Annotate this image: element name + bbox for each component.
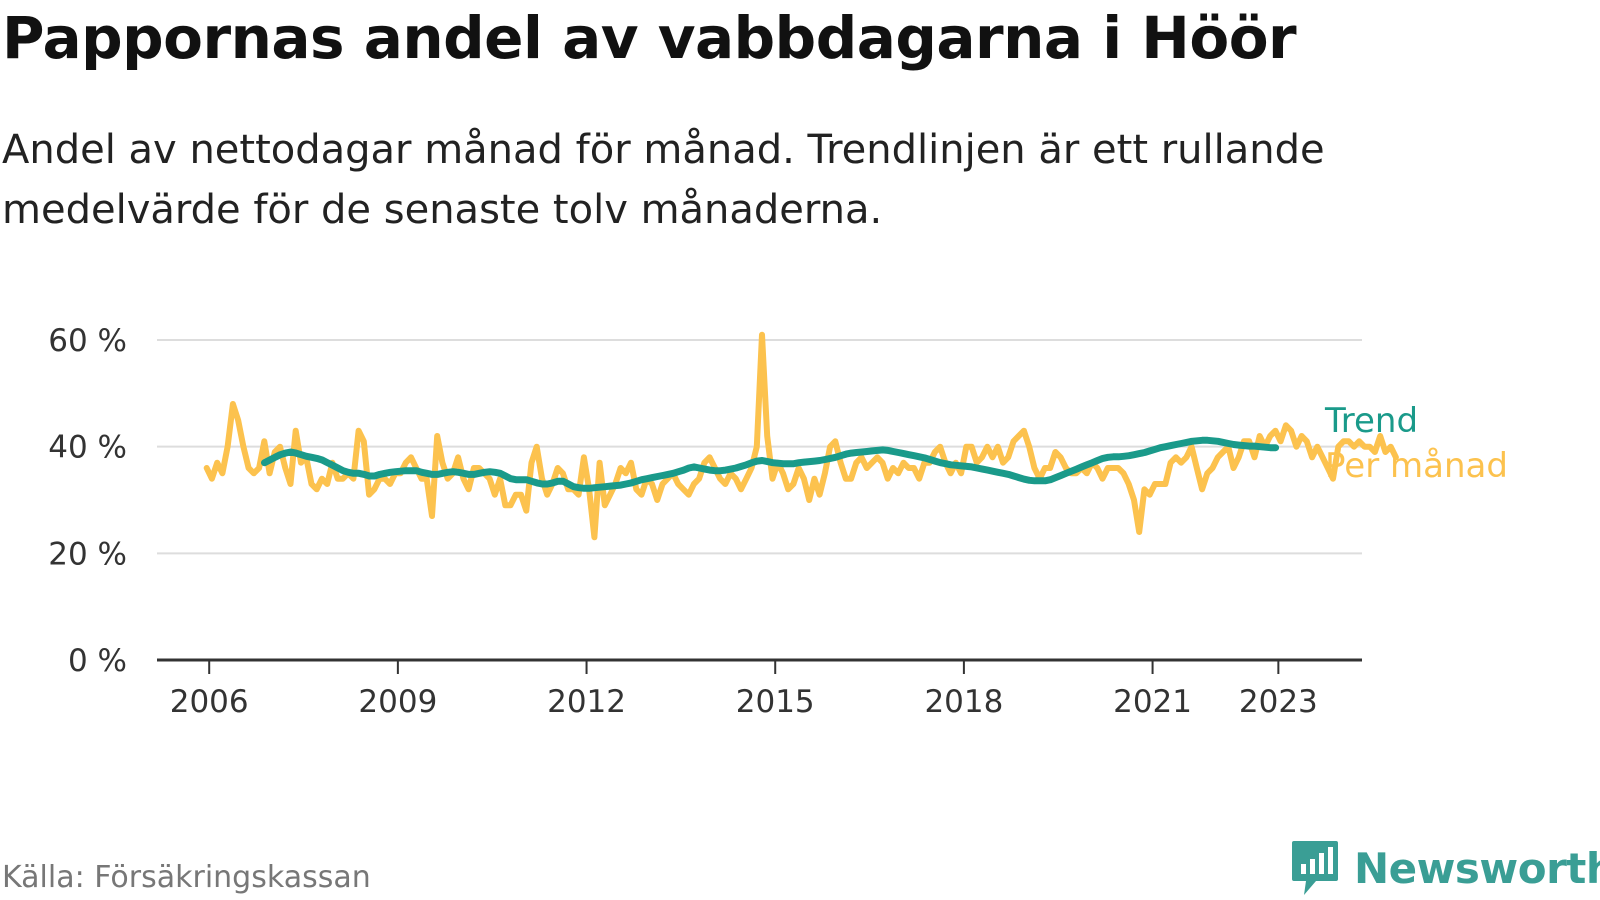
x-tick-label: 2012 <box>547 684 626 720</box>
brand-logo[interactable]: Newsworthy <box>1290 838 1600 898</box>
newsworthy-logo-icon <box>1292 841 1338 895</box>
legend-label-trend: Trend <box>1324 401 1418 441</box>
y-tick-label: 40 % <box>48 430 127 466</box>
x-tick-label: 2021 <box>1113 684 1192 720</box>
axes: 0 % 20 % 40 % 60 % 2006 2009 2012 2015 2018 2021 2… <box>48 323 1362 720</box>
series <box>203 331 1399 541</box>
x-tick-label: 2015 <box>736 684 815 720</box>
y-tick-label: 0 % <box>68 643 127 679</box>
x-tick-label: 2009 <box>358 684 437 720</box>
legend-label-per-manad: Per månad <box>1325 446 1508 486</box>
x-tick-label: 2023 <box>1239 684 1318 720</box>
y-tick-label: 20 % <box>48 536 127 572</box>
x-tick-label: 2018 <box>924 684 1003 720</box>
legend-labels: Per månad Trend <box>1324 401 1508 486</box>
series-line-per-manad <box>203 331 1399 541</box>
y-tick-label: 60 % <box>48 323 127 359</box>
brand-name: Newsworthy <box>1354 843 1600 893</box>
chart-subtitle: Andel av nettodagar månad för månad. Tre… <box>2 127 1325 233</box>
source-note: Källa: Försäkringskassan <box>2 860 371 895</box>
x-tick-label: 2006 <box>170 684 249 720</box>
series-line-trend <box>261 436 1280 492</box>
chart-title: Pappornas andel av vabbdagarna i Höör <box>2 4 1297 72</box>
